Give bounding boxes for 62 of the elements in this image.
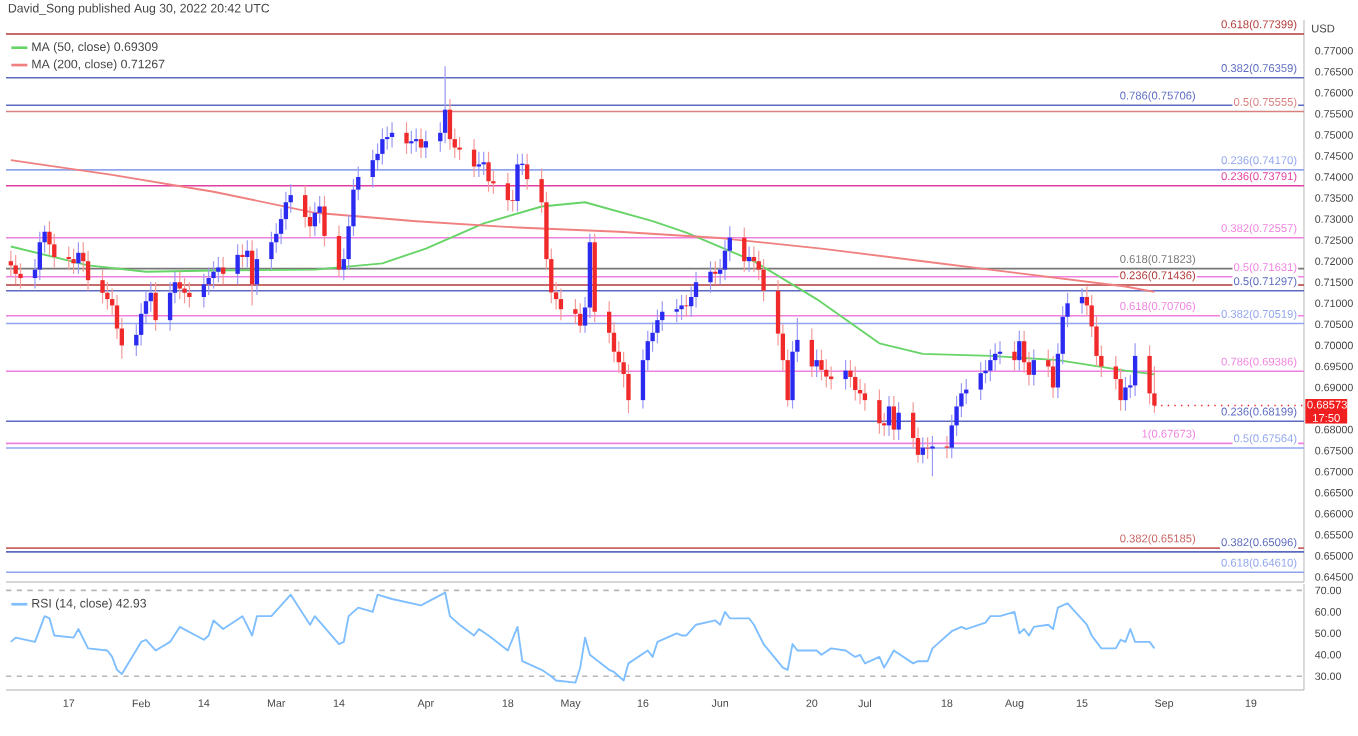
- candlestick: [814, 349, 819, 378]
- candlestick: [409, 130, 414, 155]
- candlestick: [693, 271, 699, 309]
- candlestick: [558, 287, 564, 321]
- candlestick: [380, 128, 385, 165]
- candlestick: [896, 401, 901, 441]
- candlestick: [18, 262, 23, 290]
- candlestick: [254, 247, 260, 296]
- candlestick: [85, 250, 91, 292]
- candlestick: [891, 395, 897, 441]
- candlestick: [1132, 342, 1138, 397]
- candlestick: [1147, 344, 1152, 405]
- candlestick: [100, 269, 105, 304]
- candlestick: [742, 226, 747, 273]
- candlestick: [819, 349, 824, 381]
- candlestick: [1012, 340, 1017, 372]
- candlestick: [457, 136, 462, 161]
- candlestick: [708, 260, 713, 294]
- candlestick: [423, 130, 428, 159]
- candlestick: [322, 195, 327, 248]
- candlestick: [187, 281, 192, 309]
- candlestick: [211, 260, 216, 290]
- candlestick: [418, 128, 424, 159]
- candlestick: [153, 281, 158, 332]
- candlestick: [862, 382, 868, 412]
- candlestick: [201, 273, 207, 309]
- candlestick: [1031, 349, 1036, 386]
- candlestick: [978, 361, 983, 401]
- candlestick: [886, 395, 892, 437]
- candlestick: [442, 65, 448, 144]
- candlestick: [240, 243, 245, 269]
- candlestick: [524, 153, 530, 191]
- candlestick: [404, 121, 409, 155]
- candlestick: [336, 224, 342, 277]
- candlestick: [684, 294, 689, 318]
- candlestick: [573, 298, 578, 325]
- candlestick: [505, 172, 511, 212]
- candlestick: [824, 358, 829, 389]
- candlestick: [853, 365, 858, 402]
- candlestick: [578, 302, 583, 334]
- candlestick: [182, 277, 187, 304]
- candlestick: [988, 349, 993, 382]
- candlestick: [877, 388, 882, 435]
- candlestick: [809, 327, 814, 378]
- candlestick: [1050, 355, 1056, 399]
- candlestick: [761, 258, 766, 302]
- candlestick: [925, 436, 930, 460]
- candlestick: [13, 254, 18, 285]
- candlestick: [249, 239, 255, 307]
- candlestick: [216, 256, 221, 283]
- candlestick: [235, 243, 240, 285]
- candlestick: [843, 359, 848, 391]
- candlestick: [486, 151, 491, 193]
- candlestick: [71, 247, 76, 275]
- candlestick: [37, 231, 42, 281]
- candlestick: [1017, 330, 1022, 372]
- candlestick: [944, 435, 950, 459]
- candlestick: [269, 231, 274, 271]
- candlestick: [76, 241, 81, 275]
- candlestick: [447, 98, 453, 151]
- candlestick: [177, 271, 182, 300]
- candlestick: [1123, 376, 1128, 412]
